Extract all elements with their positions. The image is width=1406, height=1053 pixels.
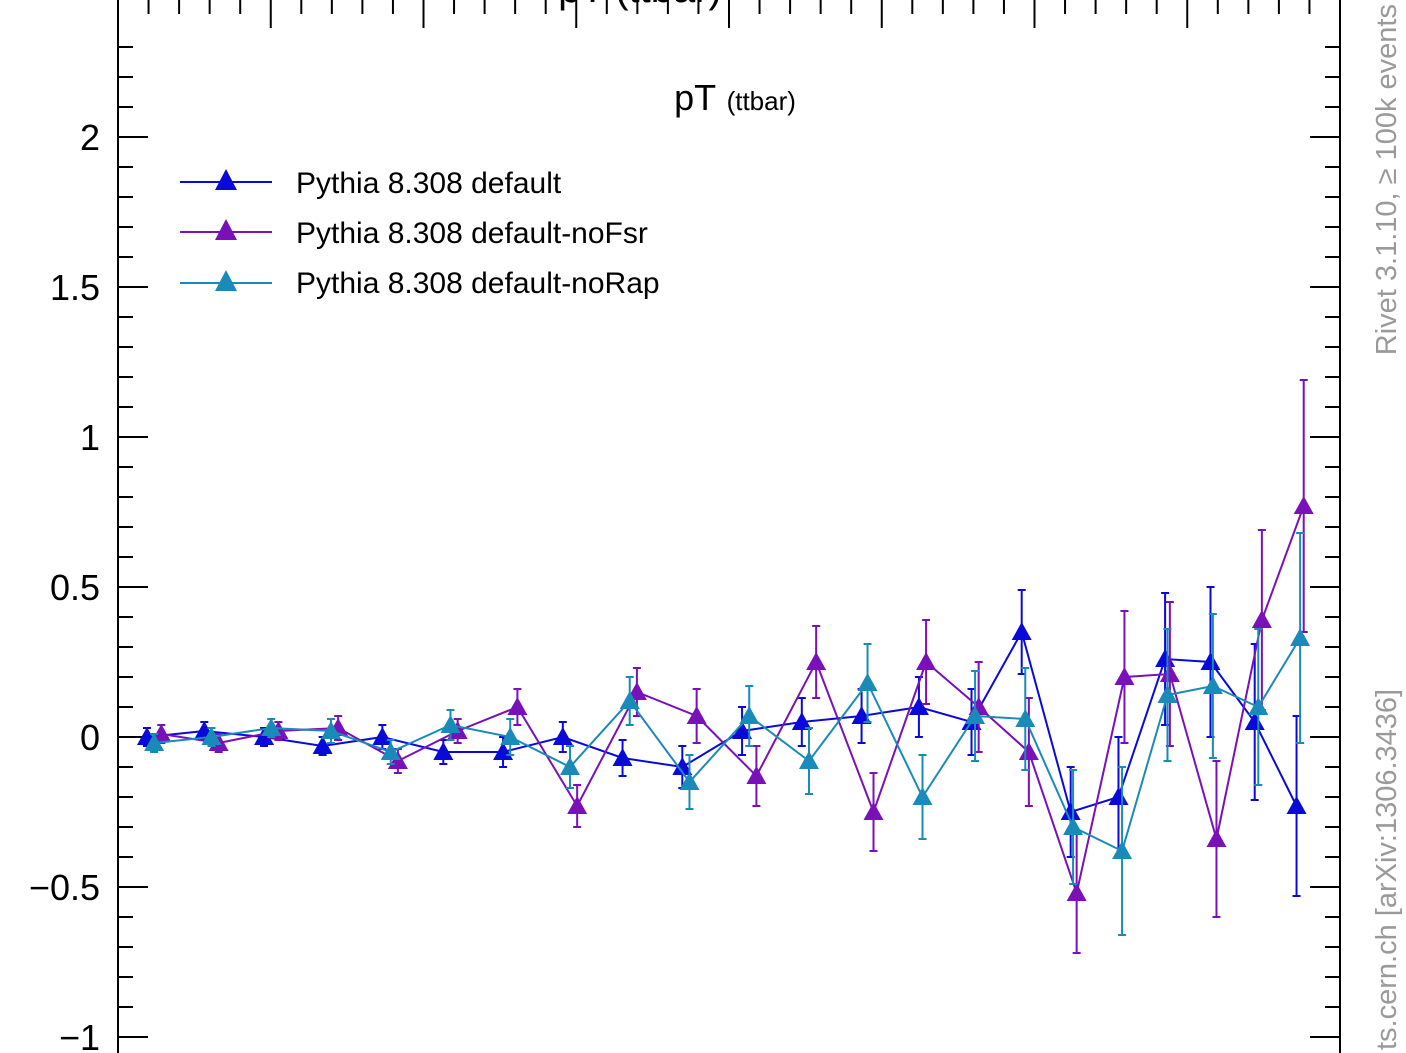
data-point-marker — [1011, 622, 1032, 640]
side-text-lower: ts.cern.ch [arXiv:1306.3436] — [1371, 689, 1403, 1050]
data-point-marker — [433, 742, 454, 760]
data-point-marker — [1244, 712, 1265, 730]
data-point-marker — [1290, 628, 1311, 646]
data-point-marker — [372, 727, 393, 745]
plot-frame — [117, 0, 1341, 1053]
data-point-marker — [1018, 742, 1039, 760]
data-point-marker — [1248, 697, 1269, 715]
data-point-marker — [552, 727, 573, 745]
series-line — [154, 637, 1301, 853]
data-point-marker — [440, 715, 461, 733]
panel-label: pT (ttbar) — [674, 77, 796, 118]
y-tick-label: 2 — [80, 117, 100, 158]
data-point-marker — [739, 706, 760, 724]
legend-entry-default: Pythia 8.308 default — [180, 167, 562, 200]
data-point-marker — [1108, 787, 1129, 805]
data-point-marker — [1114, 667, 1135, 685]
side-text-upper: Rivet 3.1.10, ≥ 100k events — [1371, 4, 1403, 355]
panel-label-sub: (ttbar) — [727, 86, 796, 116]
legend-marker-default — [215, 169, 237, 190]
legend-label-default: Pythia 8.308 default — [296, 167, 562, 200]
data-point-marker — [619, 691, 640, 709]
y-tick-label: −1 — [59, 1017, 100, 1053]
data-point-marker — [912, 787, 933, 805]
legend-marker-norap — [215, 270, 237, 291]
series-line — [146, 629, 1298, 814]
data-point-marker — [686, 706, 707, 724]
data-point-marker — [1293, 496, 1314, 514]
data-point-marker — [380, 742, 401, 760]
y-tick-label: 1.5 — [50, 267, 100, 308]
panel-label-main: pT — [674, 77, 716, 118]
data-point-marker — [857, 673, 878, 691]
data-point-marker — [965, 706, 986, 724]
data-point-marker — [1159, 664, 1180, 682]
data-series — [136, 379, 1314, 954]
chart-top-title: pT (ttbar) — [558, 0, 722, 11]
data-point-marker — [320, 721, 341, 739]
data-point-marker — [746, 766, 767, 784]
y-tick-label: 1 — [80, 417, 100, 458]
data-point-marker — [612, 748, 633, 766]
data-point-marker — [1157, 685, 1178, 703]
data-point-marker — [507, 697, 528, 715]
data-point-marker — [312, 736, 333, 754]
y-axis: 2 1.5 1 0.5 0 −0.5 −1 — [29, 0, 1341, 1053]
data-point-marker — [500, 727, 521, 745]
y-tick-label: −0.5 — [29, 867, 100, 908]
data-point-marker — [798, 751, 819, 769]
data-point-marker — [1155, 649, 1176, 667]
data-point-marker — [261, 718, 282, 736]
data-point-marker — [1063, 817, 1084, 835]
data-point-marker — [201, 727, 222, 745]
legend-entry-norap: Pythia 8.308 default-noRap — [180, 267, 660, 300]
data-point-marker — [679, 772, 700, 790]
data-point-marker — [144, 733, 165, 751]
data-point-marker — [1112, 841, 1133, 859]
data-point-marker — [1251, 610, 1272, 628]
data-point-marker — [1206, 829, 1227, 847]
legend-label-norap: Pythia 8.308 default-noRap — [296, 267, 660, 300]
data-point-marker — [559, 757, 580, 775]
data-point-marker — [916, 652, 937, 670]
data-point-marker — [1200, 652, 1221, 670]
data-point-marker — [791, 712, 812, 730]
data-point-marker — [1060, 802, 1081, 820]
legend-marker-nofsr — [215, 219, 237, 240]
data-point-marker — [863, 802, 884, 820]
data-point-marker — [732, 721, 753, 739]
data-point-marker — [672, 757, 693, 775]
data-point-marker — [908, 697, 929, 715]
legend: Pythia 8.308 default Pythia 8.308 defaul… — [180, 167, 660, 300]
y-tick-label: 0 — [80, 717, 100, 758]
data-point-marker — [1015, 709, 1036, 727]
data-point-marker — [806, 652, 827, 670]
data-point-marker — [1286, 796, 1307, 814]
series-line — [161, 505, 1305, 897]
data-point-marker — [1202, 676, 1223, 694]
legend-label-nofsr: Pythia 8.308 default-noFsr — [296, 217, 648, 250]
legend-entry-nofsr: Pythia 8.308 default-noFsr — [180, 217, 648, 250]
data-point-marker — [567, 796, 588, 814]
y-tick-label: 0.5 — [50, 567, 100, 608]
data-point-marker — [1066, 883, 1087, 901]
